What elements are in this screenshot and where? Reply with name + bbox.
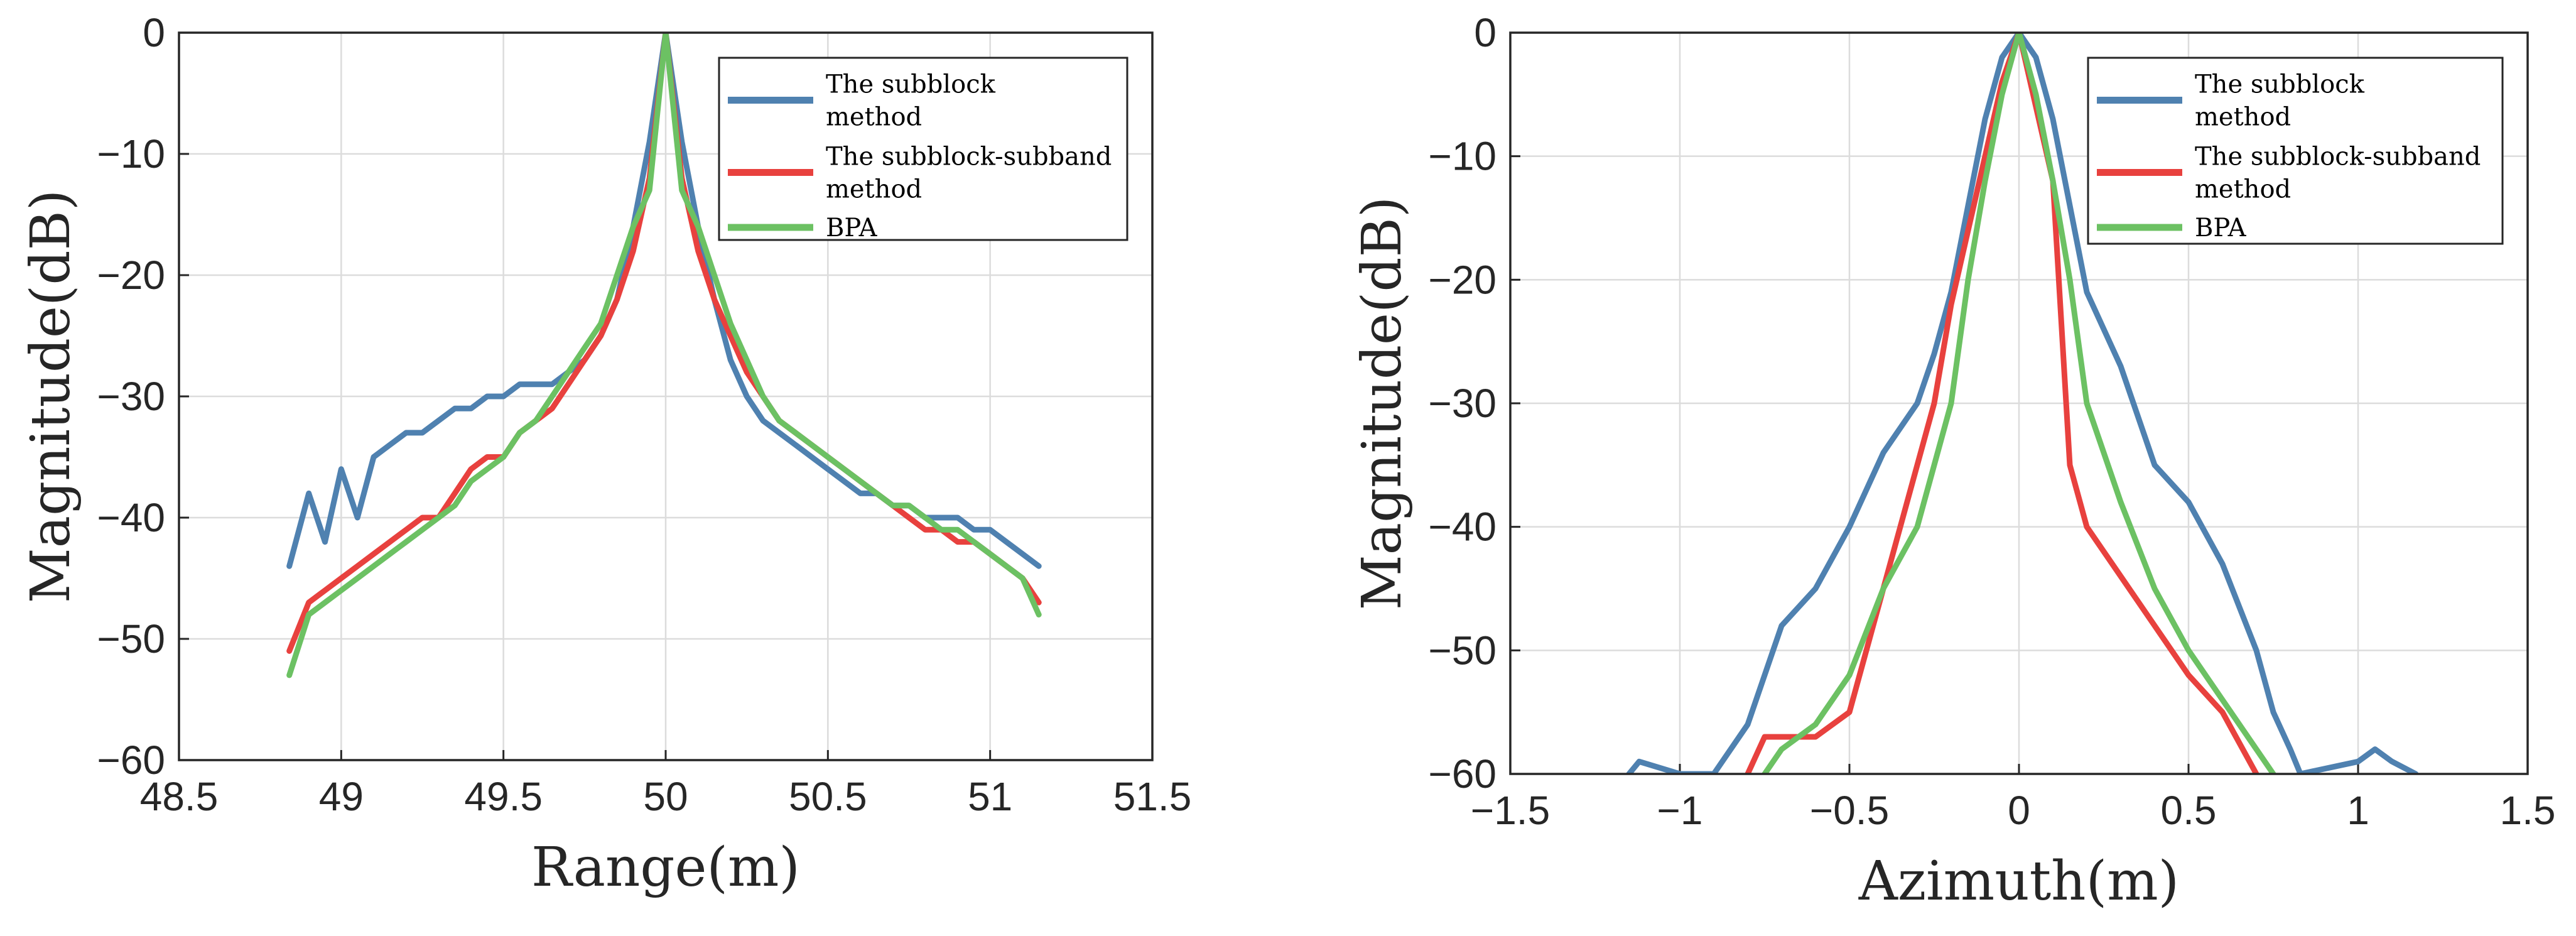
y-tick-label: −40 [1428, 504, 1496, 550]
y-tick-label: −20 [97, 253, 165, 298]
x-tick-label: 51 [968, 774, 1012, 819]
y-tick-label: −60 [1428, 751, 1496, 797]
legend-label-3: BPA [2195, 214, 2247, 242]
series-line-3 [286, 33, 1042, 678]
series-line-3 [1762, 33, 2276, 774]
legend-label-3: BPA [826, 214, 878, 242]
y-tick-label: −30 [1428, 381, 1496, 426]
x-tick-label: −1.5 [1471, 788, 1550, 833]
series-group [286, 33, 1042, 678]
legend: The subblock method The subblock-subband me… [718, 57, 1128, 242]
x-tick-label: −0.5 [1810, 788, 1889, 833]
axes-frame [1509, 31, 2529, 775]
legend-label-2: The subblock-subband method [2195, 143, 2481, 204]
y-tick-label: −50 [97, 616, 165, 661]
y-tick-label: −10 [1428, 134, 1496, 179]
x-tick-label: 48.5 [140, 774, 219, 819]
legend-label-1: The subblock method [2195, 70, 2365, 132]
y-tick-label: −40 [97, 495, 165, 540]
y-tick-label: −10 [97, 131, 165, 177]
x-tick-label: 50.5 [789, 774, 867, 819]
y-tick-label: −30 [97, 374, 165, 419]
y-axis-label: Magnitude(dB) [19, 190, 82, 604]
y-tick-label: 0 [1474, 10, 1496, 55]
legend-box [2087, 57, 2504, 245]
series-group [1626, 33, 2419, 774]
y-tick-label: −60 [97, 737, 165, 783]
legend: The subblock method The subblock-subband me… [2087, 57, 2504, 245]
y-tick-label: 0 [143, 10, 165, 55]
y-axis-label: Magnitude(dB) [1351, 197, 1414, 611]
axes-frame [178, 31, 1154, 761]
range-profile-chart: 48.5 49 49.5 50 50.5 51 51.5 0 −10 −20 −30 −40 −50 −6… [19, 10, 1191, 899]
azimuth-profile-chart: −1.5 −1 −0.5 0 0.5 1 1.5 0 −10 −20 −30 −40 −50 −60 Azi… [1351, 10, 2555, 913]
x-tick-label: 0.5 [2161, 788, 2217, 833]
x-tick-label: −1 [1657, 788, 1703, 833]
series-line-2 [1745, 33, 2259, 774]
x-tick-label: 49.5 [464, 774, 543, 819]
legend-box [718, 57, 1128, 241]
legend-label-2: The subblock-subband method [826, 143, 1112, 204]
x-tick-label: 50 [643, 774, 688, 819]
series-line-2 [286, 33, 1042, 654]
x-axis-label: Azimuth(m) [1858, 850, 2179, 913]
x-tick-label: 49 [319, 774, 364, 819]
y-tick-label: −20 [1428, 257, 1496, 302]
x-tick-label: 1 [2347, 788, 2369, 833]
x-tick-label: 1.5 [2500, 788, 2556, 833]
series-line-1 [1626, 33, 2419, 774]
y-tick-label: −50 [1428, 628, 1496, 673]
x-axis-label: Range(m) [531, 836, 800, 899]
x-tick-label: 51.5 [1113, 774, 1192, 819]
x-tick-label: 0 [2008, 788, 2030, 833]
legend-label-1: The subblock method [826, 70, 996, 132]
